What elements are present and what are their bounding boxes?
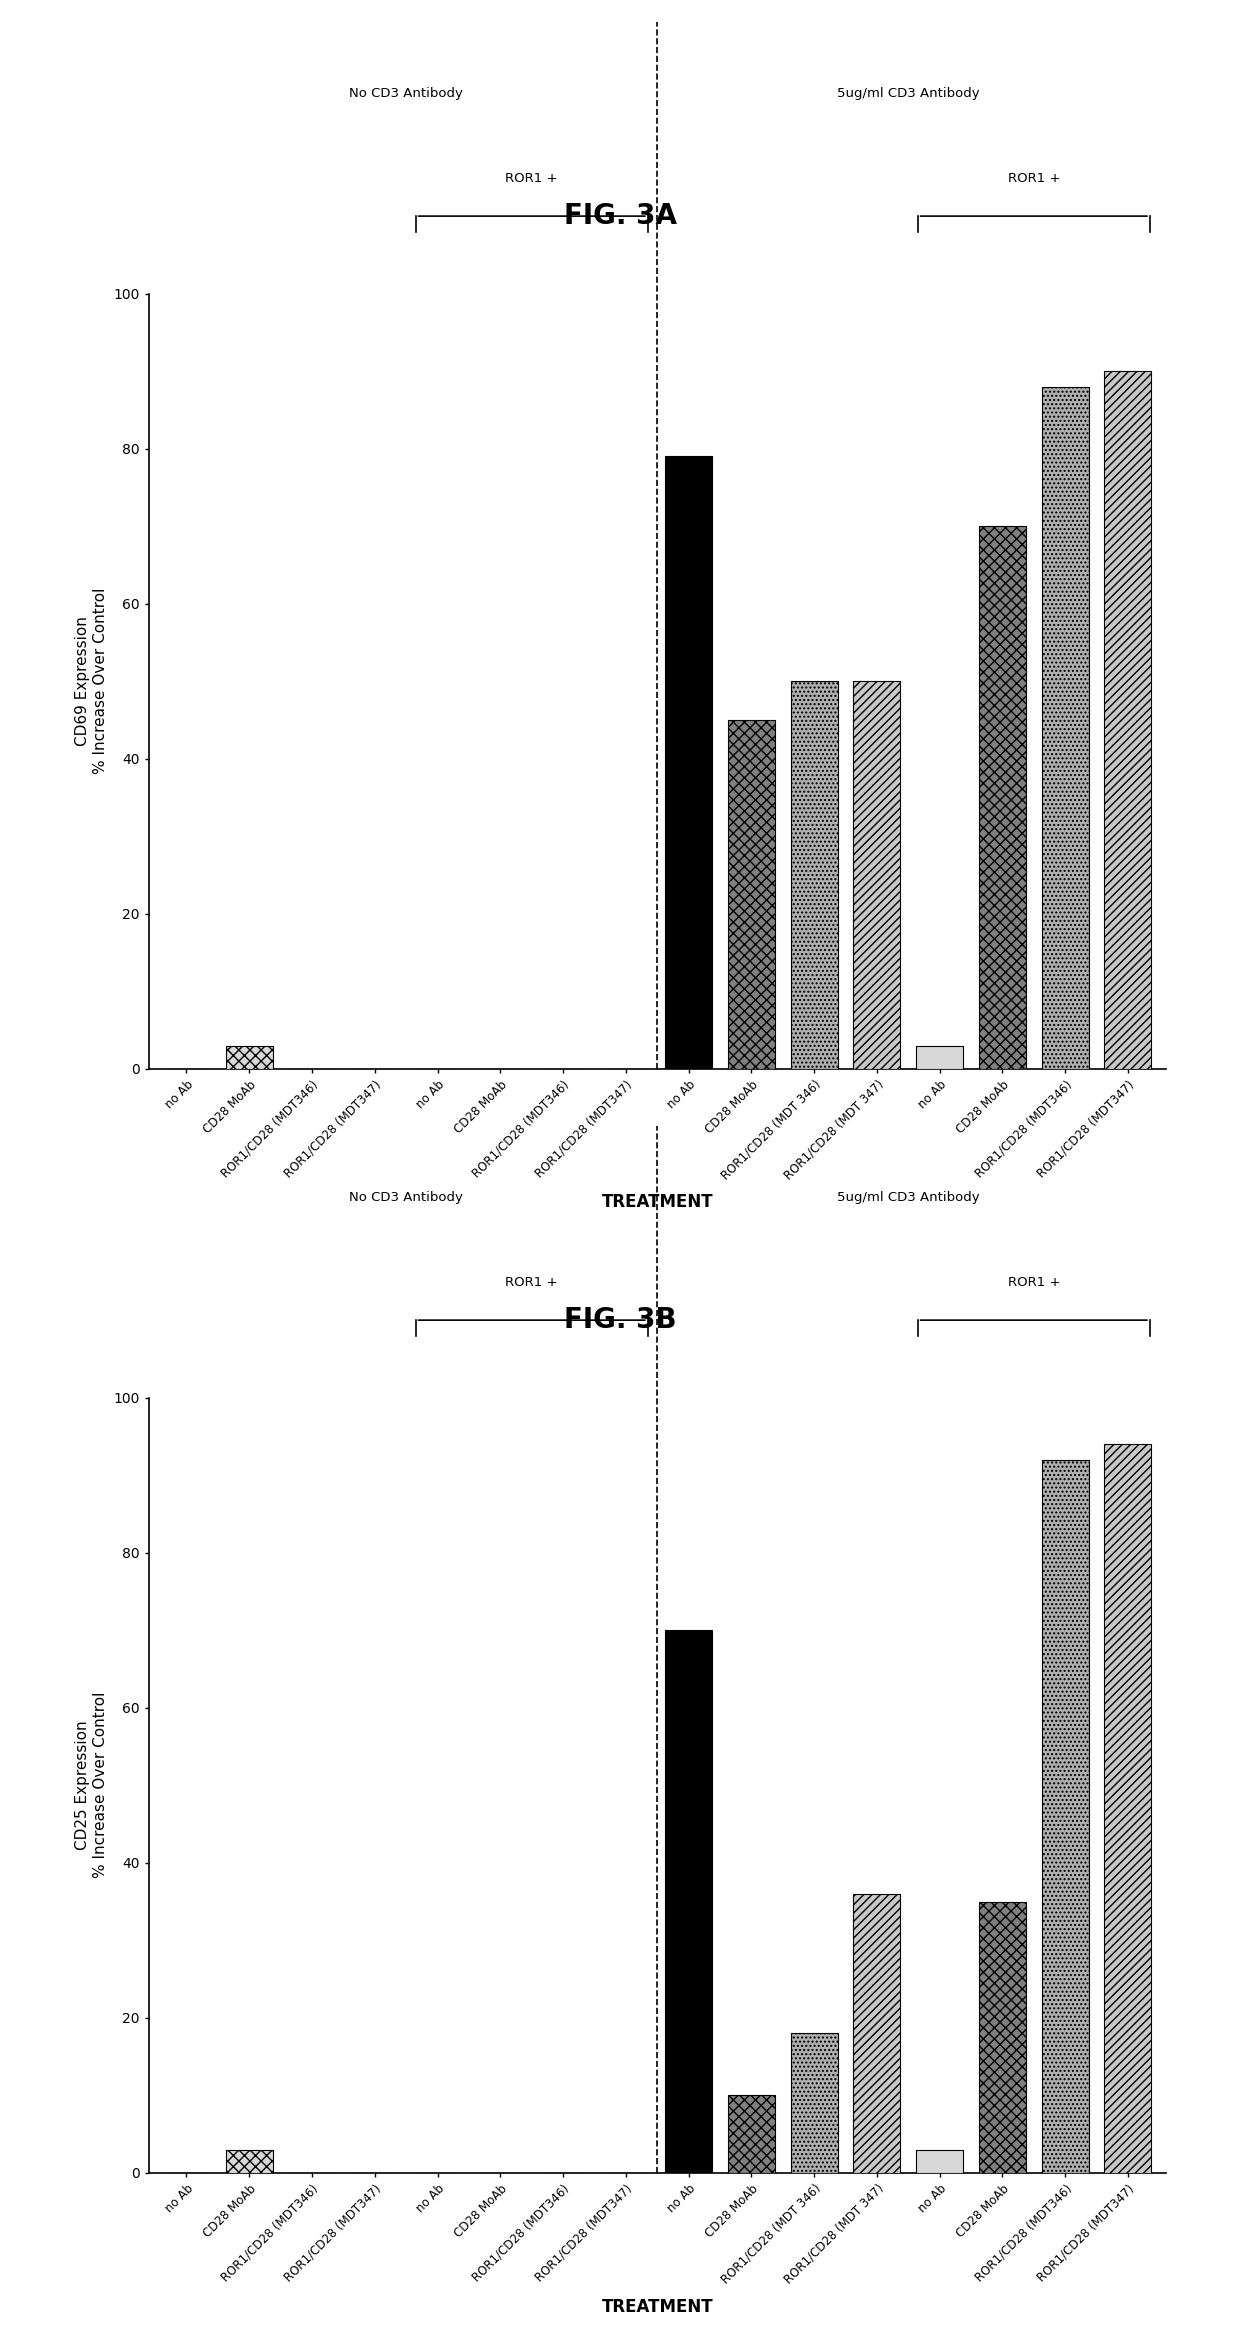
- Text: ROR1 +: ROR1 +: [506, 1276, 558, 1290]
- Bar: [665, 456, 712, 1069]
- X-axis label: TREATMENT: TREATMENT: [601, 1193, 713, 1212]
- Y-axis label: CD25 Expression
% Increase Over Control: CD25 Expression % Increase Over Control: [76, 1691, 108, 1879]
- Bar: [791, 681, 838, 1069]
- Text: FIG. 3B: FIG. 3B: [564, 1306, 676, 1334]
- Text: No CD3 Antibody: No CD3 Antibody: [350, 87, 463, 99]
- Bar: [728, 2095, 775, 2173]
- Bar: [1042, 1459, 1089, 2173]
- Text: ROR1 +: ROR1 +: [506, 171, 558, 186]
- Text: FIG. 3A: FIG. 3A: [563, 202, 677, 230]
- Bar: [916, 1045, 963, 1069]
- Bar: [978, 526, 1025, 1069]
- Bar: [1042, 388, 1089, 1069]
- Bar: [226, 1045, 273, 1069]
- Bar: [665, 1630, 712, 2173]
- Bar: [1105, 1445, 1152, 2173]
- Text: 5ug/ml CD3 Antibody: 5ug/ml CD3 Antibody: [837, 87, 980, 99]
- Bar: [728, 719, 775, 1069]
- Bar: [226, 2149, 273, 2173]
- Text: ROR1 +: ROR1 +: [1008, 1276, 1060, 1290]
- Bar: [978, 1903, 1025, 2173]
- Bar: [853, 1893, 900, 2173]
- Y-axis label: CD69 Expression
% Increase Over Control: CD69 Expression % Increase Over Control: [76, 587, 108, 775]
- Bar: [1105, 371, 1152, 1069]
- Text: ROR1 +: ROR1 +: [1008, 171, 1060, 186]
- Text: 5ug/ml CD3 Antibody: 5ug/ml CD3 Antibody: [837, 1191, 980, 1203]
- Text: No CD3 Antibody: No CD3 Antibody: [350, 1191, 463, 1203]
- Bar: [853, 681, 900, 1069]
- Bar: [791, 2034, 838, 2173]
- X-axis label: TREATMENT: TREATMENT: [601, 2297, 713, 2316]
- Bar: [916, 2149, 963, 2173]
